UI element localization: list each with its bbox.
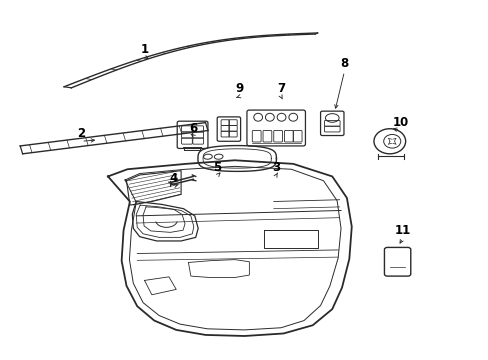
Text: 3: 3 xyxy=(272,161,280,174)
Text: 2: 2 xyxy=(77,127,85,140)
Text: 7: 7 xyxy=(276,82,285,95)
Text: 4: 4 xyxy=(169,172,178,185)
Text: 8: 8 xyxy=(340,57,348,70)
Text: 5: 5 xyxy=(213,161,222,174)
Text: 6: 6 xyxy=(189,122,197,135)
Text: 9: 9 xyxy=(235,82,243,95)
Text: 10: 10 xyxy=(391,116,408,129)
Text: 11: 11 xyxy=(394,224,410,237)
Text: 1: 1 xyxy=(140,42,148,55)
